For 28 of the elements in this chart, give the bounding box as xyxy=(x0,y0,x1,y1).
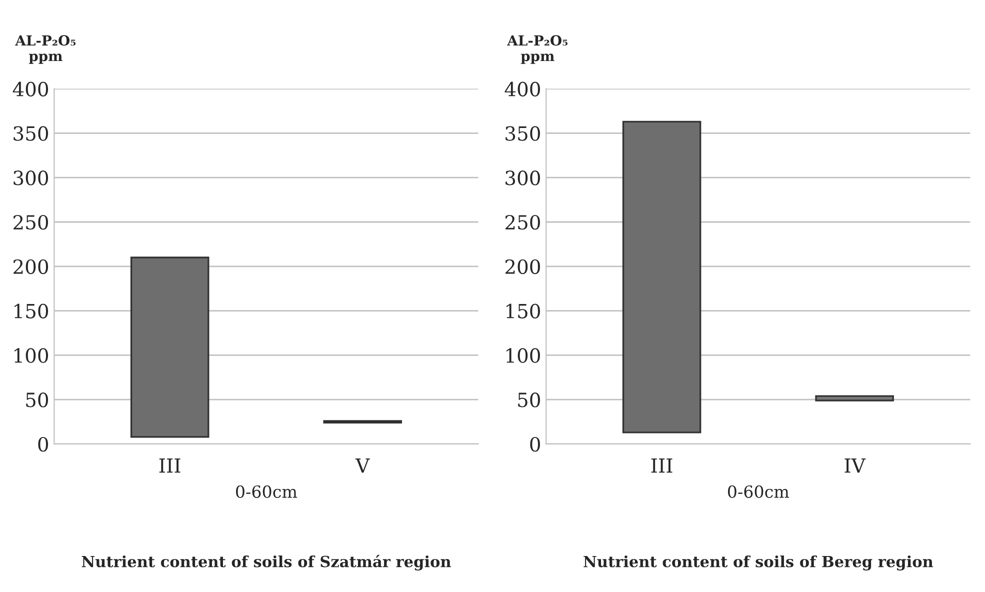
y-tick-label: 400 xyxy=(504,82,540,96)
y-tick-label: 50 xyxy=(26,392,48,408)
y-tick-label: 300 xyxy=(506,170,540,186)
x-tick-label: III xyxy=(651,458,672,473)
text: Nutrient content of soils of Bereg region xyxy=(584,555,934,570)
y-axis-title: AL-P₂O₅ ppm xyxy=(15,35,76,64)
y-tick-label: 100 xyxy=(506,348,540,363)
y-tick-label: 0 xyxy=(530,436,540,452)
y-tick-label: 250 xyxy=(505,214,540,230)
y-tick-label: 350 xyxy=(14,126,48,141)
y-axis-title: AL-P₂O₅ ppm xyxy=(507,35,568,64)
y-tick-label: 0 xyxy=(38,436,48,452)
y-tick-label: 50 xyxy=(518,392,540,408)
y-tick-label: 100 xyxy=(14,348,48,363)
x-tick-label: V xyxy=(355,458,370,473)
y-tick-label: 400 xyxy=(12,82,48,96)
x-tick-label: III xyxy=(159,458,180,473)
x-axis-title: 0-60cm xyxy=(236,485,298,498)
x-tick-label: IV xyxy=(844,458,866,473)
x-axis-title: 0-60cm xyxy=(728,485,790,498)
y-tick-label: 200 xyxy=(505,259,540,274)
y-tick-label: 200 xyxy=(14,259,48,274)
y-tick-label: 150 xyxy=(506,304,540,318)
text: Nutrient content of soils of Szatmár region xyxy=(82,554,451,570)
y-tick-label: 150 xyxy=(14,304,48,318)
y-tick-label: 350 xyxy=(506,126,540,141)
y-tick-label: 300 xyxy=(14,170,48,186)
y-tick-label: 250 xyxy=(14,214,48,230)
